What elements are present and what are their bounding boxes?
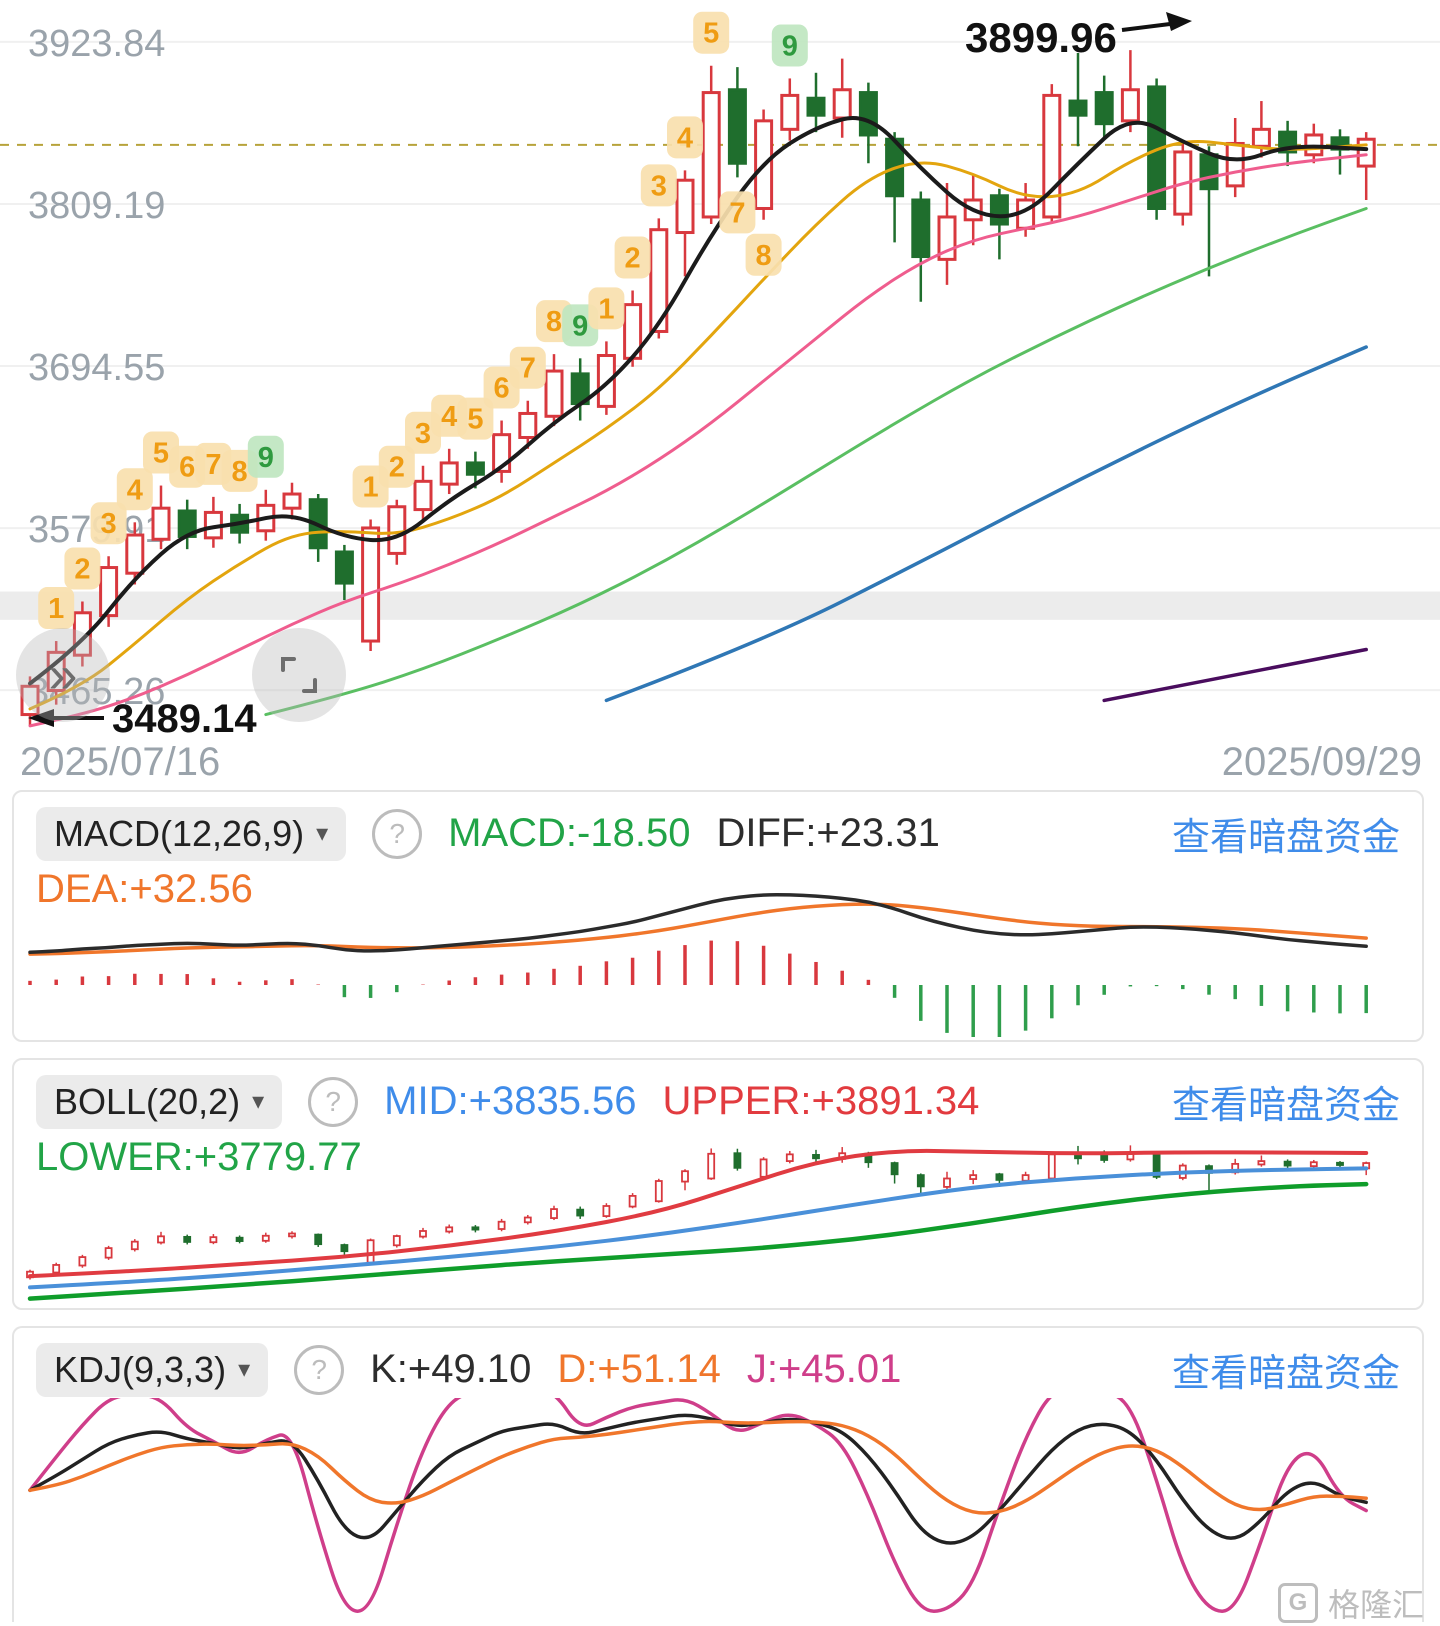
double-chevron-icon: »	[48, 646, 78, 704]
kdj-k-value: K:+49.10	[370, 1347, 532, 1391]
macd-dea-value: DEA:+32.56	[36, 867, 253, 911]
svg-text:7: 7	[205, 449, 221, 481]
main-chart[interactable]: 3923.843809.193694.553579.913465.2612345…	[0, 0, 1440, 745]
watermark-text: 格隆汇	[1327, 1587, 1424, 1623]
boll-chart-canvas[interactable]	[0, 1142, 1440, 1308]
boll-upper-value: UPPER:+3891.34	[662, 1079, 980, 1123]
svg-text:5: 5	[467, 404, 483, 436]
fullscreen-icon	[281, 657, 317, 693]
svg-text:7: 7	[520, 353, 536, 385]
boll-indicator-label: BOLL(20,2)	[54, 1080, 241, 1122]
macd-indicator-label: MACD(12,26,9)	[54, 812, 305, 854]
chevron-down-icon: ▾	[316, 820, 329, 847]
svg-text:2: 2	[74, 553, 90, 585]
watermark-logo-icon: G	[1277, 1583, 1318, 1623]
dark-pool-link-kdj[interactable]: 查看暗盘资金	[1171, 1353, 1400, 1395]
date-end-label: 2025/09/29	[1221, 740, 1422, 784]
scroll-history-button[interactable]: »	[16, 628, 110, 722]
svg-text:3923.84: 3923.84	[28, 23, 165, 65]
svg-text:9: 9	[782, 30, 798, 62]
svg-text:5: 5	[703, 18, 719, 50]
svg-text:3: 3	[101, 508, 117, 540]
svg-text:8: 8	[232, 456, 248, 488]
svg-text:5: 5	[153, 438, 169, 470]
kdj-help-button[interactable]: ?	[294, 1344, 345, 1395]
site-watermark: G 格隆汇	[1277, 1580, 1424, 1626]
svg-text:8: 8	[546, 306, 562, 338]
svg-text:4: 4	[441, 401, 457, 433]
fullscreen-button[interactable]	[252, 628, 346, 722]
boll-mid-value: MID:+3835.56	[384, 1079, 637, 1123]
kdj-indicator-label: KDJ(9,3,3)	[54, 1348, 227, 1390]
svg-text:6: 6	[494, 373, 510, 405]
svg-text:4: 4	[677, 122, 693, 154]
macd-chart-canvas[interactable]	[0, 880, 1440, 1038]
kdj-chart-canvas[interactable]	[0, 1398, 1440, 1622]
date-axis: 2025/07/16 2025/09/29	[0, 740, 1440, 786]
svg-text:9: 9	[258, 442, 274, 474]
boll-panel: BOLL(20,2) ▾ ? MID:+3835.56 UPPER:+3891.…	[12, 1058, 1424, 1310]
chevron-down-icon: ▾	[252, 1088, 265, 1115]
macd-diff-value: DIFF:+23.31	[716, 811, 940, 855]
kdj-indicator-dropdown[interactable]: KDJ(9,3,3) ▾	[36, 1342, 269, 1397]
svg-text:3: 3	[415, 418, 431, 450]
boll-lower-value: LOWER:+3779.77	[36, 1135, 362, 1179]
svg-text:2: 2	[389, 452, 405, 484]
svg-text:1: 1	[363, 471, 379, 503]
kdj-d-value: D:+51.14	[557, 1347, 721, 1391]
kdj-j-value: J:+45.01	[746, 1347, 902, 1391]
svg-text:3489.14: 3489.14	[112, 697, 257, 741]
macd-help-button[interactable]: ?	[372, 808, 423, 859]
macd-indicator-dropdown[interactable]: MACD(12,26,9) ▾	[36, 806, 347, 861]
svg-text:6: 6	[179, 452, 195, 484]
svg-text:3899.96: 3899.96	[965, 14, 1117, 61]
dark-pool-link-boll[interactable]: 查看暗盘资金	[1171, 1085, 1400, 1127]
macd-value: MACD:-18.50	[448, 811, 691, 855]
svg-text:3: 3	[651, 170, 667, 202]
svg-text:8: 8	[756, 240, 772, 272]
date-start-label: 2025/07/16	[20, 740, 221, 784]
svg-text:7: 7	[729, 197, 745, 229]
svg-text:4: 4	[127, 474, 143, 506]
boll-help-button[interactable]: ?	[308, 1076, 359, 1127]
svg-text:1: 1	[598, 293, 614, 325]
svg-text:3809.19: 3809.19	[28, 185, 165, 227]
svg-text:1: 1	[48, 593, 64, 625]
chevron-down-icon: ▾	[238, 1356, 251, 1383]
svg-text:3694.55: 3694.55	[28, 347, 165, 389]
svg-text:9: 9	[572, 310, 588, 342]
macd-panel: MACD(12,26,9) ▾ ? MACD:-18.50 DIFF:+23.3…	[12, 790, 1424, 1042]
boll-indicator-dropdown[interactable]: BOLL(20,2) ▾	[36, 1074, 283, 1129]
dark-pool-link-macd[interactable]: 查看暗盘资金	[1171, 817, 1400, 859]
main-chart-canvas[interactable]: 3923.843809.193694.553579.913465.2612345…	[0, 0, 1440, 745]
svg-text:2: 2	[625, 242, 641, 274]
